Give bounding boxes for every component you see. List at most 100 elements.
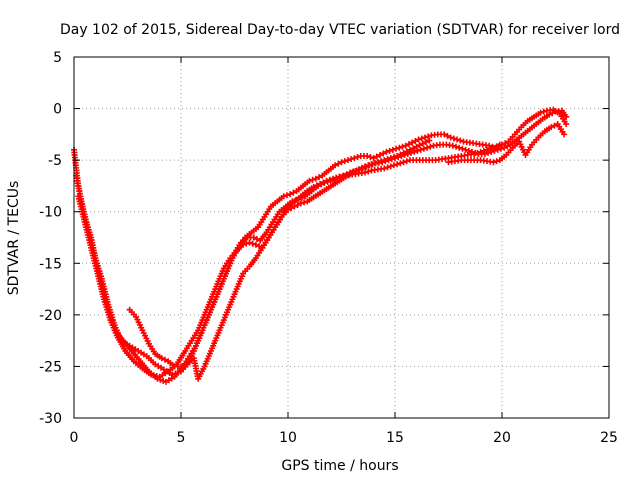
data-point [386, 147, 393, 154]
data-point [411, 148, 418, 155]
y-tick-label: -10 [39, 205, 62, 221]
data-point [287, 191, 294, 198]
data-point [362, 163, 369, 170]
data-point [160, 377, 167, 384]
data-point [427, 143, 434, 150]
x-tick-label: 5 [177, 430, 186, 446]
data-point [252, 241, 259, 248]
x-tick-label: 20 [493, 430, 511, 446]
data-point [394, 153, 401, 160]
data-point [480, 147, 487, 154]
data-point [481, 150, 488, 157]
y-axis-label: SDTVAR / TECUs [6, 181, 22, 296]
data-point [256, 243, 263, 250]
y-tick-label: -5 [48, 153, 62, 169]
data-point [490, 144, 497, 151]
data-point [409, 139, 416, 146]
data-point [341, 158, 348, 165]
data-point [491, 147, 498, 154]
data-point [504, 143, 511, 150]
data-point [390, 162, 397, 169]
data-point [364, 153, 371, 160]
data-point [450, 135, 457, 142]
data-point [402, 142, 409, 149]
data-point [477, 148, 484, 155]
data-point [465, 147, 472, 154]
data-point [348, 156, 355, 163]
plot-frame [73, 56, 610, 419]
data-point [501, 144, 508, 151]
data-point [316, 174, 323, 181]
data-point [306, 177, 313, 184]
data-point [563, 113, 570, 120]
data-point [406, 146, 413, 153]
data-point [354, 154, 361, 161]
data-point [301, 199, 308, 206]
data-point [387, 155, 394, 162]
data-point [365, 162, 372, 169]
data-point [351, 155, 358, 162]
data-point [408, 149, 415, 156]
data-point [403, 158, 410, 165]
y-tick-label: -30 [39, 411, 62, 427]
data-point [447, 134, 454, 141]
data-point [378, 158, 385, 165]
data-point [413, 143, 420, 150]
data-point [399, 143, 406, 150]
data-point [250, 234, 257, 241]
data-point [368, 161, 375, 168]
data-point [459, 145, 466, 152]
data-point [389, 146, 396, 153]
data-point [425, 133, 432, 140]
data-point [400, 149, 407, 156]
data-point [452, 143, 459, 150]
x-axis-label: GPS time / hours [281, 458, 398, 474]
data-point [380, 150, 387, 157]
data-point [540, 108, 547, 115]
x-tick-label: 15 [386, 430, 404, 446]
data-point [383, 148, 390, 155]
data-point [335, 160, 342, 167]
y-tick-label: -25 [39, 359, 62, 375]
data-point [419, 140, 426, 147]
data-point [493, 143, 500, 150]
y-tick-label: -15 [39, 256, 62, 272]
data-point [297, 200, 304, 207]
data-point [417, 146, 424, 153]
data-point [414, 147, 421, 154]
data-point [384, 156, 391, 163]
data-point [374, 159, 381, 166]
data-point [563, 121, 570, 128]
data-point [485, 149, 492, 156]
data-point [488, 148, 495, 155]
data-point [502, 140, 509, 147]
data-point [309, 176, 316, 183]
data-point [484, 146, 491, 153]
data-point [387, 163, 394, 170]
plot-points [71, 106, 570, 385]
data-point [393, 145, 400, 152]
data-point [423, 139, 430, 146]
chart-title: Day 102 of 2015, Sidereal Day-to-day VTE… [60, 22, 620, 38]
data-point [487, 145, 494, 152]
data-point [449, 142, 456, 149]
data-point [338, 159, 345, 166]
data-point [441, 131, 448, 138]
data-point [454, 136, 461, 143]
x-tick-label: 0 [70, 430, 79, 446]
data-point [373, 153, 380, 160]
data-point [424, 144, 431, 151]
data-point [397, 151, 404, 158]
data-point [384, 164, 391, 171]
data-point [344, 157, 351, 164]
data-point [329, 175, 336, 182]
data-point [561, 131, 568, 138]
data-point [178, 363, 184, 370]
data-point [290, 189, 297, 196]
data-point [548, 124, 555, 131]
data-point [490, 159, 497, 166]
data-point [421, 134, 428, 141]
data-point [496, 141, 503, 148]
data-point [326, 176, 333, 183]
